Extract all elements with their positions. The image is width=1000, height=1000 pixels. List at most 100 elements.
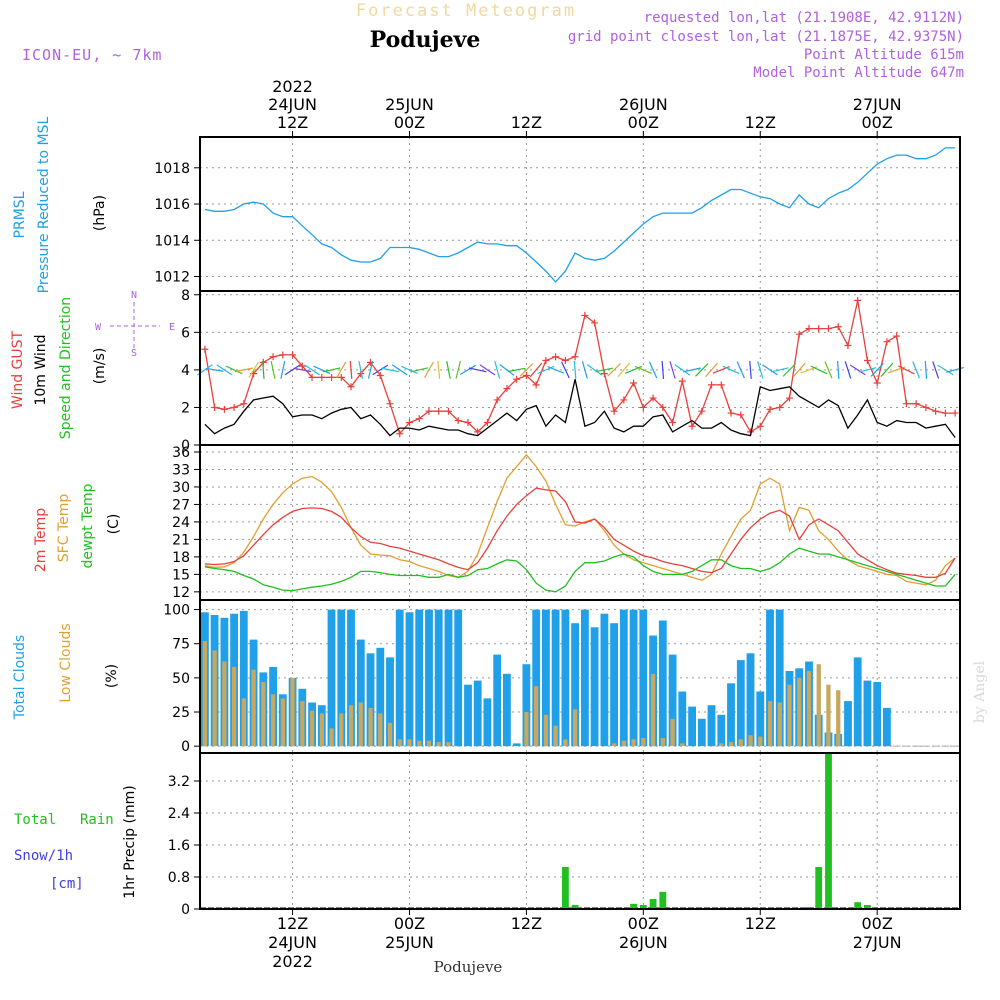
low-cloud-bar	[329, 728, 334, 747]
precip-labels: Total Rain Snow/1h [cm] 1hr Precip (mm)	[14, 785, 138, 898]
gust-point	[941, 409, 949, 417]
precip-bar	[825, 753, 832, 909]
low-cloud-bar	[806, 671, 812, 747]
gust-point	[630, 379, 638, 387]
gust-point	[893, 332, 901, 340]
gust-point	[415, 415, 423, 423]
subtitle: Forecast Meteogram	[356, 1, 576, 21]
low-cloud-bar	[836, 690, 841, 747]
bottom-time-hour-1: 00Z	[394, 914, 425, 933]
wind-direction-arrow	[880, 362, 894, 377]
wind-direction-arrow	[736, 361, 745, 379]
temp-label-2: SFC Temp	[56, 494, 72, 563]
pressure-label-2: Pressure Reduced to MSL	[36, 116, 52, 293]
low-cloud-bar	[534, 686, 539, 747]
wind-direction-arrow	[617, 362, 631, 378]
gust-point	[532, 381, 540, 389]
wind-direction-arrow	[586, 364, 603, 376]
gust-point	[591, 319, 599, 327]
gust-point	[347, 383, 355, 391]
total-cloud-bar	[668, 654, 677, 747]
low-cloud-bar	[446, 742, 451, 747]
low-cloud-bar	[290, 677, 295, 747]
wind-direction-arrow	[705, 362, 718, 378]
wind-direction-arrow	[216, 364, 233, 376]
wind-labels: Wind GUST 10m Wind Speed and Direction (…	[10, 297, 108, 439]
low-cloud-bar	[270, 694, 276, 747]
wind-direction-arrow	[349, 360, 353, 379]
low-cloud-bar	[612, 743, 617, 747]
total-cloud-bar	[512, 743, 521, 747]
wind-direction-arrow	[205, 367, 224, 372]
wind-direction-arrow	[270, 360, 276, 379]
low-cloud-bar	[631, 739, 636, 747]
wind-ytick-label-3: 6	[181, 325, 190, 341]
precip-bar	[649, 899, 657, 909]
total-cloud-bar	[376, 647, 385, 747]
precip-ytick-label-2: 1.6	[168, 838, 190, 854]
wind-direction-arrow	[946, 366, 964, 373]
top-time-date-3: 26JUN	[619, 95, 668, 114]
low-cloud-bar	[309, 710, 315, 747]
wind-direction-arrow	[782, 362, 797, 377]
wind-direction-arrow	[932, 361, 940, 379]
gridpoint-coords: grid point closest lon,lat (21.1875E, 42…	[568, 29, 964, 45]
wind-direction-arrow	[762, 364, 778, 376]
precip-label-rain: Rain	[80, 812, 114, 828]
low-cloud-bar	[738, 739, 743, 747]
wind-direction-arrow	[499, 364, 515, 376]
temp-ytick-label-3: 21	[172, 532, 190, 548]
low-cloud-bar	[767, 701, 773, 747]
wind-direction-arrow	[507, 367, 526, 373]
gust-point	[493, 396, 501, 404]
precip-bar	[639, 905, 647, 909]
low-cloud-bar	[202, 641, 207, 747]
top-time-hour-2: 12Z	[511, 113, 542, 132]
precip-label-cm: [cm]	[50, 876, 84, 892]
compass-north: N	[131, 290, 137, 301]
precip-bar	[854, 902, 862, 909]
low-cloud-bar	[660, 738, 665, 747]
total-cloud-bar	[639, 609, 648, 747]
gust-point	[776, 403, 784, 411]
low-cloud-bar	[748, 735, 753, 747]
low-cloud-bar	[397, 739, 402, 747]
wind-direction-arrow	[336, 361, 347, 378]
wind-direction-arrow	[912, 361, 921, 379]
wind-ytick-label-1: 2	[181, 400, 190, 416]
cloud-label-1: Total Clouds	[12, 635, 28, 720]
low-cloud-bar	[426, 740, 432, 747]
wind-direction-arrow	[358, 360, 364, 379]
gust-point	[220, 405, 228, 413]
temp-labels: 2m Temp SFC Temp dewpt Temp (C)	[33, 483, 122, 572]
wind-direction-arrow	[634, 365, 652, 374]
gust-point	[444, 407, 452, 415]
clouds-ytick-label-1: 25	[172, 705, 190, 721]
low-cloud-bar	[251, 669, 256, 747]
gust-point	[698, 407, 706, 415]
low-cloud-bar	[543, 714, 549, 747]
total-cloud-bar	[658, 620, 667, 747]
temp-unit: (C)	[106, 514, 122, 535]
temp-ytick-label-8: 36	[172, 445, 190, 461]
wind-line	[204, 379, 956, 438]
model-label: ICON-EU, ~ 7km	[22, 46, 162, 64]
wind-direction-arrow	[284, 364, 301, 376]
point-altitude: Point Altitude 615m	[804, 47, 964, 63]
low-cloud-bar	[368, 707, 373, 747]
total-cloud-bar	[473, 680, 482, 747]
wind-direction-arrow	[225, 365, 243, 375]
low-cloud-bar	[280, 698, 285, 747]
bottom-time-hour-2: 12Z	[511, 914, 542, 933]
requested-coords: requested lon,lat (21.1908E, 42.9112N)	[644, 10, 964, 26]
wind-label-3: Speed and Direction	[58, 297, 74, 439]
total-cloud-bar	[775, 609, 784, 747]
gust-point	[922, 403, 930, 411]
gust-point	[522, 372, 530, 380]
wind-direction-arrow	[391, 364, 408, 376]
wind-direction-arrow	[770, 367, 789, 373]
gust-point	[211, 403, 219, 411]
low-cloud-bar	[621, 740, 626, 747]
gust-point	[834, 323, 842, 331]
gust-point	[659, 403, 667, 411]
